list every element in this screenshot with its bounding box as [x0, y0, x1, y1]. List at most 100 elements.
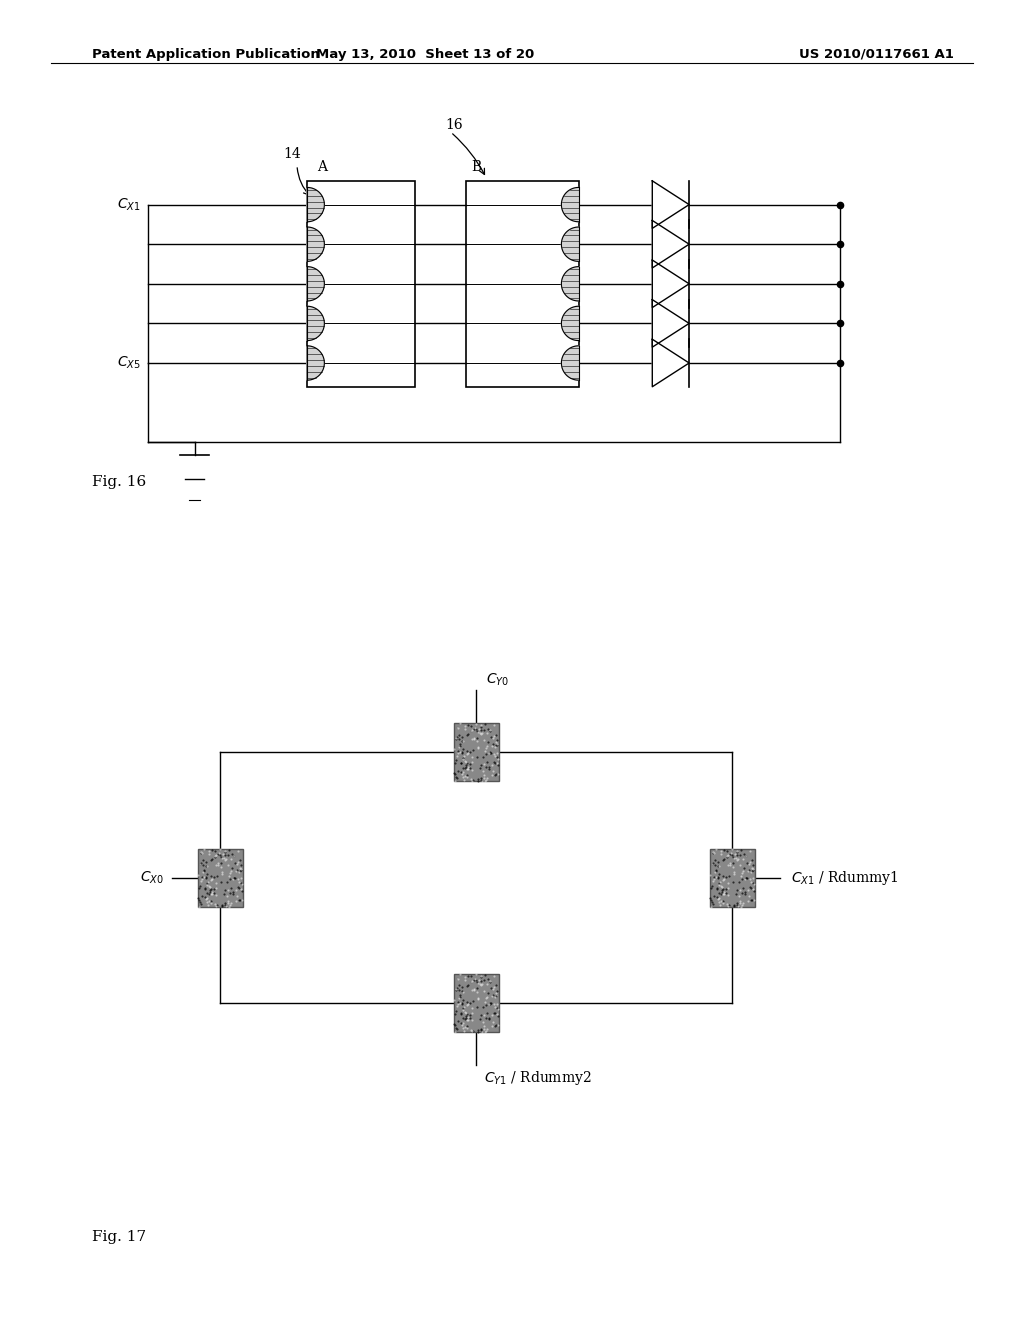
Point	[469, 978, 485, 999]
Point	[711, 892, 727, 913]
Point	[213, 853, 229, 874]
Point	[471, 718, 487, 739]
Point	[202, 879, 218, 900]
Polygon shape	[307, 346, 325, 380]
Point	[487, 1015, 504, 1036]
Point	[224, 857, 241, 878]
Point	[225, 845, 242, 866]
Text: A: A	[317, 160, 328, 174]
Point	[742, 862, 759, 883]
Point	[455, 730, 471, 751]
Point	[459, 1003, 475, 1024]
Point	[722, 843, 738, 865]
Point	[445, 763, 462, 784]
Point	[708, 867, 724, 888]
Point	[453, 1003, 469, 1024]
Point	[709, 878, 725, 899]
Point	[712, 871, 728, 892]
Point	[476, 970, 493, 991]
Point	[206, 867, 222, 888]
Point	[457, 758, 473, 779]
Point	[473, 754, 489, 775]
Point	[729, 879, 745, 900]
Point	[742, 890, 759, 911]
Point	[469, 730, 485, 751]
Point	[459, 743, 475, 764]
Point	[481, 1007, 498, 1028]
Point	[198, 888, 214, 909]
Point	[475, 981, 492, 1002]
Point	[450, 760, 466, 781]
Point	[463, 715, 479, 737]
Point	[206, 879, 222, 900]
Point	[489, 742, 506, 763]
Point	[455, 981, 471, 1002]
Point	[744, 857, 761, 878]
Point	[193, 870, 209, 891]
Point	[233, 874, 250, 895]
Point	[740, 886, 757, 907]
Point	[734, 862, 751, 883]
Point	[452, 993, 468, 1014]
Point	[454, 1012, 470, 1034]
Point	[455, 747, 471, 768]
Point	[199, 874, 215, 895]
Point	[488, 985, 505, 1006]
Point	[485, 965, 502, 986]
Point	[197, 878, 213, 899]
Point	[725, 853, 741, 874]
Point	[705, 853, 721, 874]
Point	[745, 855, 762, 876]
Point	[464, 719, 480, 741]
Point	[478, 767, 495, 788]
Point	[214, 896, 230, 917]
Point	[457, 766, 473, 787]
Point	[454, 763, 470, 784]
Point	[478, 1007, 495, 1028]
Point	[477, 991, 494, 1012]
Point	[455, 1007, 471, 1028]
Point	[472, 1008, 488, 1030]
Point	[716, 849, 732, 870]
Point	[741, 840, 758, 861]
Polygon shape	[561, 267, 579, 301]
Point	[488, 723, 505, 744]
Point	[195, 854, 211, 875]
Point	[467, 968, 483, 989]
Point	[228, 853, 245, 874]
Point	[217, 895, 233, 916]
Point	[191, 892, 208, 913]
Point	[711, 874, 727, 895]
Point	[742, 869, 759, 890]
Point	[477, 771, 494, 792]
Point	[222, 862, 239, 883]
Point	[451, 987, 467, 1008]
Point	[472, 719, 488, 741]
Point	[477, 965, 494, 986]
Point	[474, 771, 490, 792]
Point	[711, 855, 727, 876]
Point	[229, 876, 246, 898]
Polygon shape	[307, 187, 325, 222]
Point	[472, 758, 488, 779]
Point	[222, 876, 239, 898]
Point	[189, 888, 206, 909]
Point	[446, 764, 463, 785]
Point	[738, 867, 755, 888]
Point	[719, 846, 735, 867]
Point	[746, 890, 763, 911]
Point	[486, 764, 503, 785]
Point	[449, 717, 465, 738]
Point	[720, 895, 736, 916]
Point	[718, 883, 734, 904]
Point	[470, 1022, 486, 1043]
Point	[203, 869, 219, 890]
Point	[706, 866, 722, 887]
Point	[460, 1007, 476, 1028]
Point	[216, 845, 232, 866]
Point	[193, 853, 209, 874]
Point	[233, 880, 250, 902]
Point	[216, 892, 232, 913]
Point	[207, 846, 223, 867]
Point	[733, 866, 750, 887]
